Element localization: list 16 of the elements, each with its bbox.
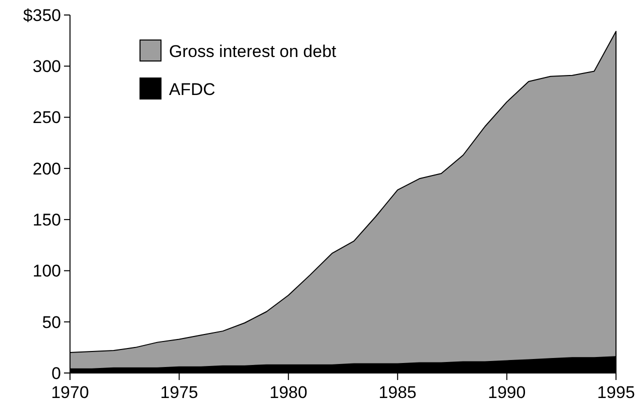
y-tick-label: 300 (32, 57, 61, 76)
x-tick-label: 1970 (51, 383, 89, 402)
y-tick-label: 200 (32, 159, 61, 178)
x-tick-label: 1985 (378, 383, 417, 402)
legend-label: AFDC (169, 80, 216, 99)
y-tick-label: $350 (23, 6, 61, 25)
x-tick-label: 1995 (597, 383, 635, 402)
legend-label: Gross interest on debt (169, 42, 337, 61)
y-tick-label: 0 (52, 364, 61, 383)
x-tick-label: 1980 (269, 383, 308, 402)
y-tick-label: 50 (42, 312, 61, 332)
y-tick-label: 100 (32, 262, 61, 281)
x-tick-label: 1990 (488, 383, 526, 402)
y-tick-label: 250 (32, 108, 61, 128)
x-tick-label: 1975 (160, 383, 198, 402)
y-tick-label: 150 (32, 210, 61, 230)
